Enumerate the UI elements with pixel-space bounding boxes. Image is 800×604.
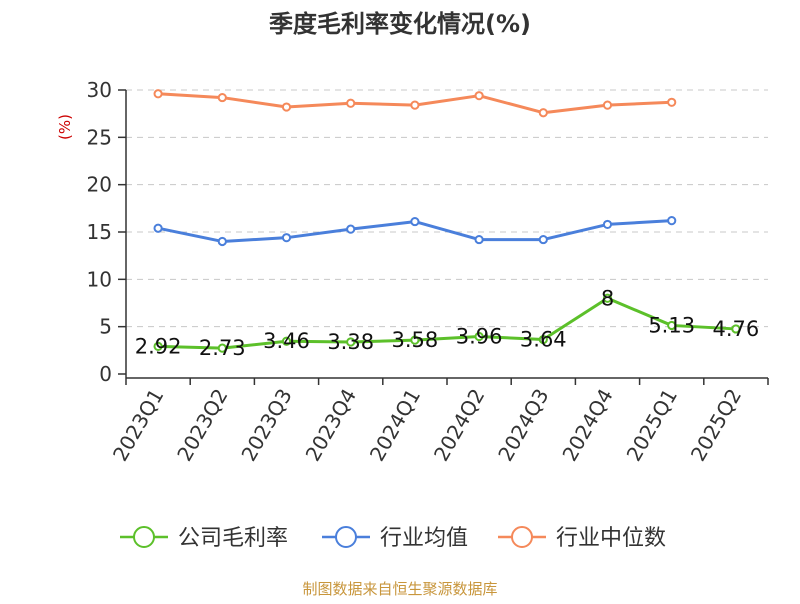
data-point [153, 223, 163, 233]
data-point [346, 337, 356, 347]
y-tick-label: 5 [99, 315, 112, 339]
data-labels: 2.92 2.73 3.46 3.38 3.58 3.96 3.64 8 5.13 4.76 [135, 286, 760, 360]
data-point [667, 97, 677, 107]
legend-marker [133, 526, 155, 548]
grid [126, 89, 768, 328]
y-tick-label: 20 [87, 173, 112, 197]
chart-title: 季度毛利率变化情况(%) [269, 10, 531, 38]
x-tick-label: 2024Q2 [429, 384, 489, 465]
x-tick-label: 2023Q1 [108, 385, 168, 466]
data-point [153, 89, 163, 99]
x-tick-label: 2024Q4 [557, 385, 617, 466]
legend[interactable]: 公司毛利率 行业均值 行业中位数 [120, 526, 666, 551]
data-point [731, 324, 741, 334]
data-label: 5.13 [648, 313, 695, 337]
data-point [217, 343, 227, 353]
source-note: 制图数据来自恒生聚源数据库 [302, 580, 497, 598]
legend-label: 行业中位数 [556, 526, 666, 551]
data-point [410, 100, 420, 110]
data-point [410, 216, 420, 227]
data-point [538, 334, 548, 345]
data-point [667, 320, 677, 331]
data-point [281, 233, 292, 243]
data-point [346, 98, 356, 108]
data-label: 3.46 [263, 329, 310, 353]
y-tick-label: 30 [87, 78, 112, 102]
data-point [281, 102, 292, 112]
data-point [474, 331, 484, 342]
legend-label: 行业均值 [380, 526, 468, 551]
legend-marker [335, 526, 357, 548]
data-point [474, 91, 484, 101]
data-point [217, 236, 227, 247]
legend-item[interactable]: 公司毛利率 [120, 526, 288, 551]
data-point [153, 341, 163, 351]
legend-item[interactable]: 行业中位数 [498, 526, 666, 551]
y-tick-label: 0 [99, 362, 112, 386]
legend-item[interactable]: 行业均值 [322, 526, 468, 551]
data-label: 3.58 [392, 328, 439, 352]
data-point [602, 293, 613, 303]
y-axis-label: (%) [56, 114, 74, 140]
x-tick-label: 2025Q1 [622, 385, 682, 466]
data-label: 2.92 [135, 334, 182, 358]
legend-marker [511, 526, 533, 548]
data-point [217, 92, 227, 103]
x-tick-label: 2023Q4 [301, 385, 361, 466]
y-tick-label: 15 [87, 220, 112, 244]
x-tick-label: 2023Q3 [236, 385, 296, 466]
x-tick-label: 2023Q2 [172, 385, 232, 466]
data-label: 3.38 [327, 330, 374, 354]
data-point [346, 224, 356, 234]
data-point [667, 216, 677, 226]
data-point [410, 335, 420, 345]
legend-label: 公司毛利率 [178, 526, 288, 551]
data-point [602, 219, 613, 230]
x-tick-label: 2024Q1 [365, 385, 425, 466]
series-group [153, 89, 741, 353]
y-tick-label: 25 [87, 125, 112, 149]
data-point [281, 336, 292, 346]
x-tick-label: 2025Q2 [686, 385, 746, 466]
data-point [602, 100, 613, 110]
data-point [474, 234, 484, 245]
data-label: 2.73 [199, 336, 246, 360]
y-tick-label: 10 [87, 267, 112, 291]
data-point [538, 234, 548, 245]
data-label: 8 [601, 286, 614, 310]
data-point [538, 108, 548, 118]
data-label: 3.96 [456, 325, 503, 349]
data-label: 3.64 [520, 328, 567, 352]
series-line-0 [158, 296, 736, 350]
x-tick-label: 2024Q3 [493, 385, 553, 466]
data-label: 4.76 [713, 317, 760, 341]
